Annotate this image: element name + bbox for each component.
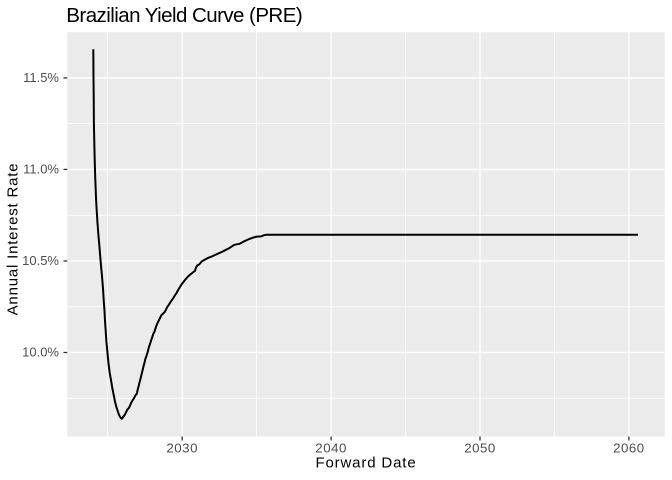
svg-text:11.5%: 11.5%: [23, 70, 59, 85]
svg-text:2040: 2040: [315, 440, 347, 455]
svg-text:Forward Date: Forward Date: [315, 455, 416, 472]
svg-text:Annual Interest Rate: Annual Interest Rate: [5, 163, 22, 316]
svg-text:10.5%: 10.5%: [22, 253, 59, 268]
svg-text:2050: 2050: [464, 440, 496, 455]
svg-text:Brazilian Yield Curve (PRE): Brazilian Yield Curve (PRE): [66, 4, 302, 27]
svg-text:11.0%: 11.0%: [23, 162, 59, 177]
svg-text:10.0%: 10.0%: [22, 345, 59, 360]
svg-text:2060: 2060: [613, 440, 645, 455]
svg-text:2030: 2030: [166, 440, 198, 455]
